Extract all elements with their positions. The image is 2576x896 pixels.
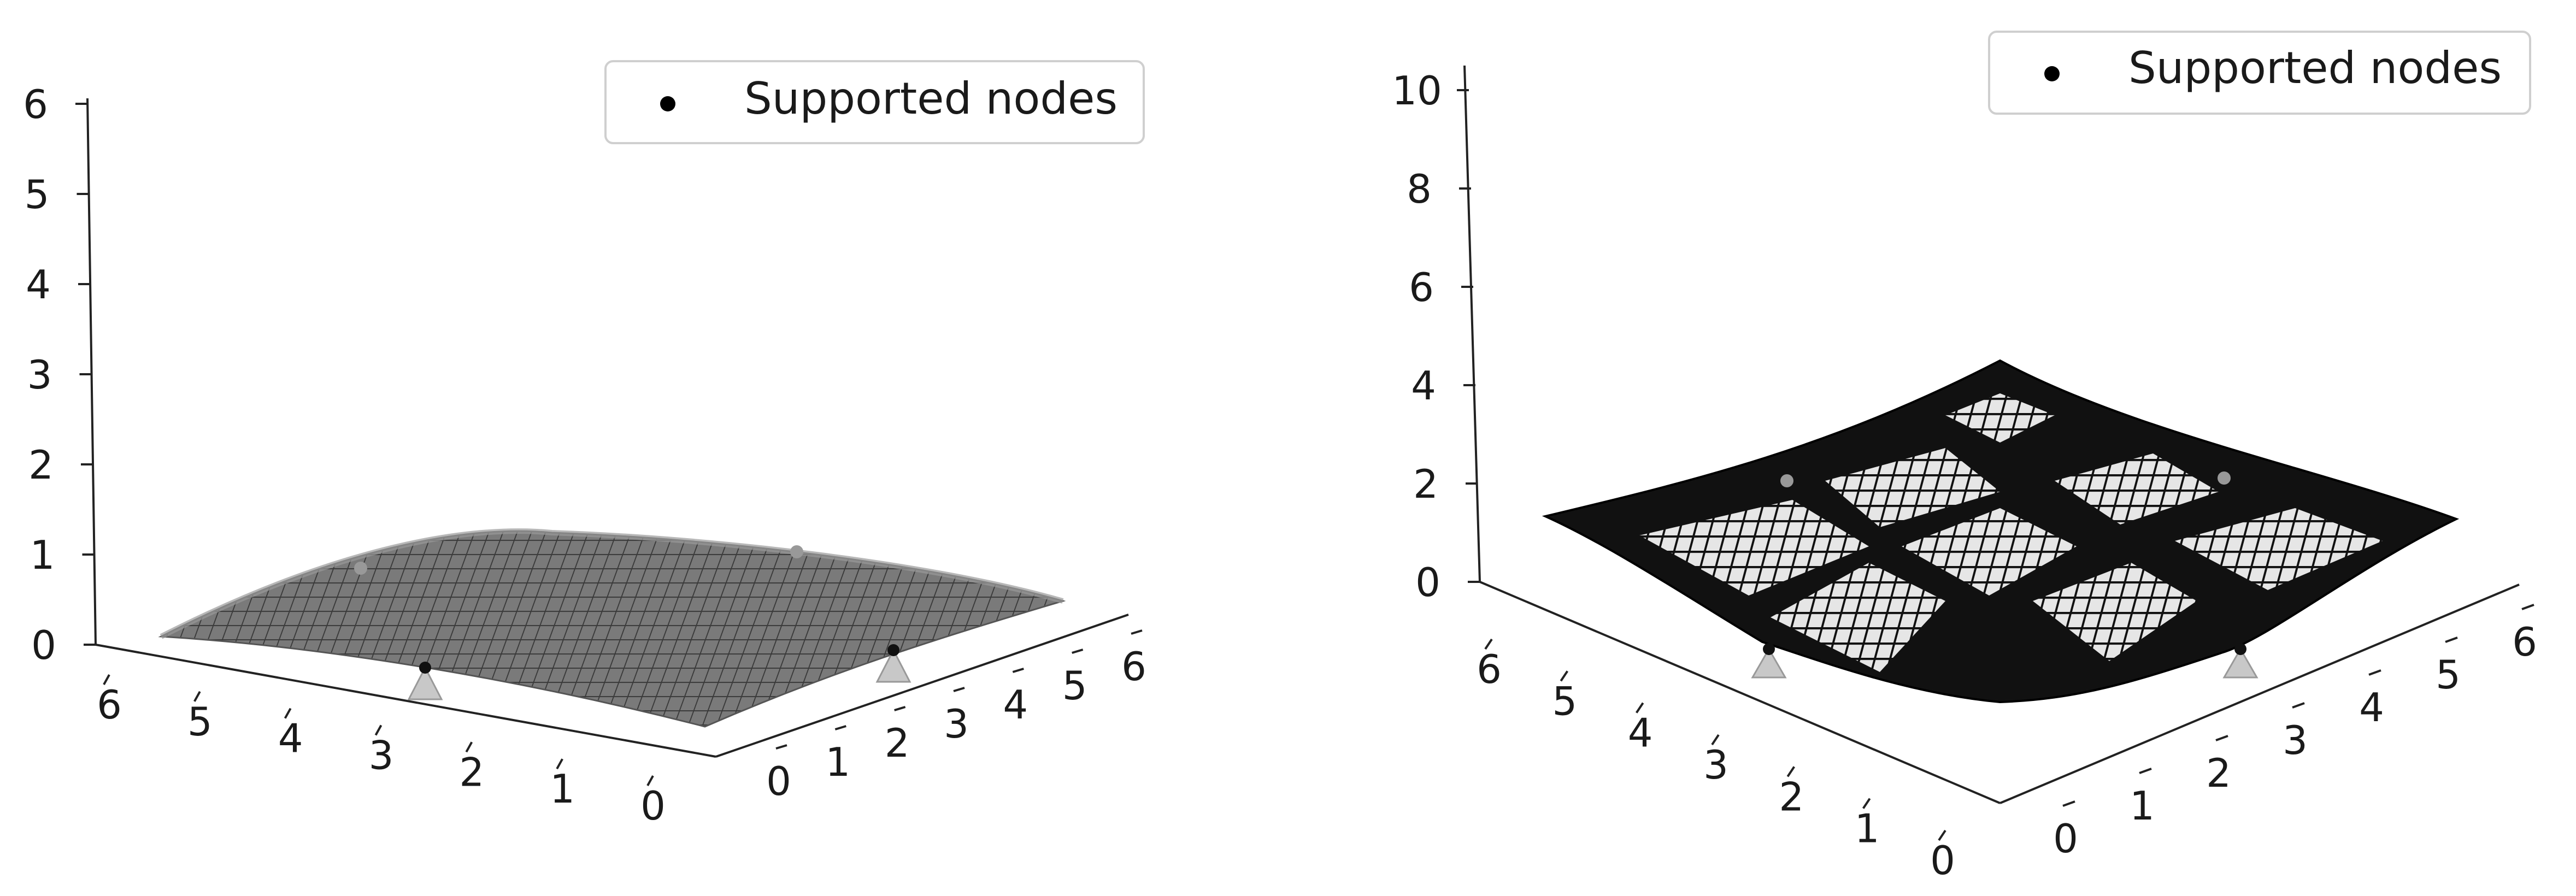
y-axis-tick-mark bbox=[2062, 800, 2075, 807]
z-axis-tick-label: 0 bbox=[1415, 559, 1440, 605]
x-axis-tick-label: 6 bbox=[1477, 646, 1502, 692]
y-axis-tick-mark bbox=[953, 687, 965, 692]
y-axis-tick-mark bbox=[834, 725, 846, 730]
z-axis-tick-label: 3 bbox=[27, 352, 52, 398]
y-axis-line bbox=[715, 614, 1129, 758]
x-axis-tick-mark bbox=[1862, 798, 1871, 809]
y-axis-tick-label: 1 bbox=[825, 739, 850, 785]
z-axis-tick-label: 2 bbox=[1413, 461, 1438, 507]
y-axis-tick-mark bbox=[1131, 629, 1143, 635]
x-axis-tick-label: 6 bbox=[97, 682, 122, 728]
x-axis-tick-mark bbox=[1560, 670, 1568, 682]
x-axis-tick-mark bbox=[465, 741, 473, 753]
z-axis-tick-label: 4 bbox=[26, 262, 51, 308]
legend-left: Supported nodes bbox=[604, 60, 1145, 144]
support-marker-back-left bbox=[354, 562, 367, 575]
x-axis-tick-mark bbox=[1484, 638, 1493, 650]
x-axis-tick-mark bbox=[1786, 766, 1795, 777]
x-axis-tick-label: 2 bbox=[459, 749, 484, 795]
support-marker-front-right bbox=[2222, 643, 2259, 679]
surface-light-patches bbox=[1639, 393, 2383, 672]
x-axis-tick-label: 0 bbox=[640, 783, 666, 829]
x-axis-tick-label: 5 bbox=[187, 699, 213, 745]
x-axis-tick-label: 5 bbox=[1552, 678, 1577, 724]
x-axis-tick-mark bbox=[1938, 829, 1946, 841]
y-axis-tick-mark bbox=[1072, 649, 1084, 654]
x-axis-tick-label: 4 bbox=[278, 716, 303, 762]
z-axis-tick-label: 6 bbox=[1409, 264, 1434, 310]
x-axis-line bbox=[95, 644, 716, 758]
x-axis-line bbox=[1479, 581, 2001, 804]
y-axis-tick-mark bbox=[1012, 668, 1024, 673]
x-axis-tick-label: 1 bbox=[1855, 806, 1880, 852]
y-axis-tick-label: 2 bbox=[885, 720, 910, 766]
z-axis-line bbox=[86, 98, 97, 645]
z-axis-tick-label: 6 bbox=[23, 81, 48, 127]
support-marker-front-left bbox=[1751, 643, 1787, 679]
x-axis-tick-label: 1 bbox=[550, 766, 575, 812]
y-axis-tick-mark bbox=[775, 744, 787, 750]
x-axis-tick-label: 2 bbox=[1779, 774, 1804, 820]
z-axis-tick-label: 0 bbox=[31, 622, 56, 668]
x-axis-tick-mark bbox=[1711, 734, 1720, 746]
y-axis-tick-mark bbox=[2445, 636, 2458, 643]
z-axis-tick-label: 1 bbox=[30, 532, 55, 578]
y-axis-tick-label: 6 bbox=[1121, 644, 1146, 689]
x-axis-tick-label: 0 bbox=[1930, 838, 1955, 883]
y-axis-tick-label: 2 bbox=[2206, 750, 2231, 796]
x-axis-tick-mark bbox=[374, 724, 383, 736]
y-axis-line bbox=[1999, 583, 2520, 804]
x-axis-tick-mark bbox=[646, 775, 654, 786]
y-axis-tick-label: 4 bbox=[1003, 682, 1028, 728]
x-axis-tick-mark bbox=[193, 691, 201, 702]
support-marker-back-right bbox=[790, 545, 803, 558]
y-axis-tick-label: 5 bbox=[1062, 663, 1087, 709]
deformed-surface bbox=[158, 530, 1066, 728]
z-axis-tick-label: 2 bbox=[28, 442, 54, 488]
x-axis-tick-label: 3 bbox=[369, 733, 394, 779]
y-axis-tick-mark bbox=[894, 706, 906, 711]
y-axis-tick-label: 5 bbox=[2436, 652, 2461, 698]
z-axis-tick-label: 5 bbox=[25, 172, 50, 217]
y-axis-tick-label: 0 bbox=[766, 758, 791, 804]
x-axis-tick-label: 3 bbox=[1703, 742, 1728, 788]
z-axis-tick-label: 4 bbox=[1411, 363, 1436, 409]
x-axis-tick-mark bbox=[103, 674, 110, 685]
support-marker-front-right bbox=[875, 644, 911, 683]
x-axis-tick-label: 4 bbox=[1628, 710, 1653, 756]
x-axis-tick-mark bbox=[1636, 702, 1644, 714]
y-axis-tick-label: 3 bbox=[944, 701, 969, 747]
z-axis-line bbox=[1463, 65, 1481, 582]
y-axis-tick-label: 4 bbox=[2359, 685, 2384, 730]
z-axis-tick-label: 8 bbox=[1407, 166, 1432, 212]
legend-label: Supported nodes bbox=[2128, 43, 2502, 93]
y-axis-tick-mark bbox=[2368, 669, 2381, 676]
y-axis-tick-label: 6 bbox=[2512, 619, 2537, 665]
y-axis-tick-label: 3 bbox=[2283, 717, 2308, 763]
support-marker-front-left bbox=[407, 662, 443, 700]
support-marker-back-right bbox=[2218, 471, 2231, 485]
support-marker-back-left bbox=[1780, 474, 1793, 487]
legend-right: Supported nodes bbox=[1988, 31, 2531, 115]
y-axis-tick-mark bbox=[2292, 702, 2305, 709]
y-axis-tick-label: 0 bbox=[2053, 816, 2078, 862]
y-axis-tick-mark bbox=[2215, 735, 2228, 741]
x-axis-tick-mark bbox=[284, 708, 292, 719]
y-axis-tick-mark bbox=[2139, 768, 2152, 774]
legend-marker bbox=[2044, 66, 2060, 81]
legend-label: Supported nodes bbox=[744, 73, 1118, 124]
y-axis-tick-label: 1 bbox=[2130, 783, 2155, 829]
z-axis-tick-label: 10 bbox=[1392, 68, 1442, 114]
x-axis-tick-mark bbox=[556, 758, 563, 770]
y-axis-tick-mark bbox=[2521, 604, 2534, 610]
legend-marker bbox=[660, 96, 675, 111]
